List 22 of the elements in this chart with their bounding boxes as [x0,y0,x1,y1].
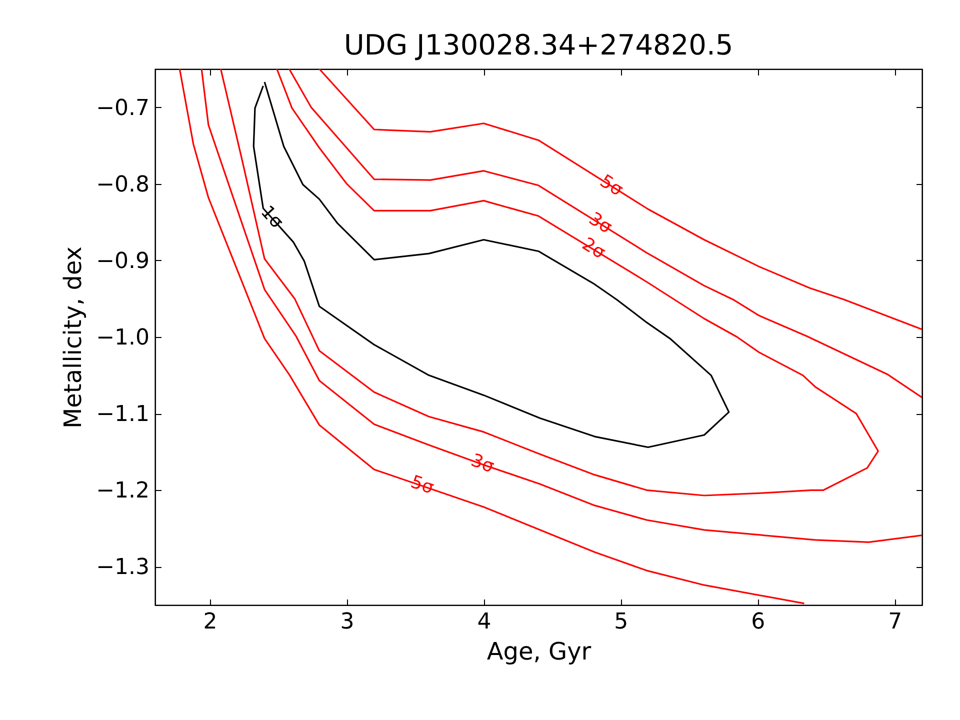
x-tick-label: 4 [477,610,492,634]
x-tick-label: 7 [888,610,902,634]
x-tick-label: 2 [203,610,218,634]
x-axis-title: Age, Gyr [486,638,592,666]
line-series [252,81,730,448]
line-series [220,69,879,496]
y-tick-label: −1.1 [96,402,150,428]
y-tick-label: −1.0 [96,326,150,350]
line-series [318,69,922,330]
y-tick-label: −0.7 [96,96,150,121]
y-axis-title: Metallicity, dex [59,246,88,429]
line-series [288,69,922,398]
chart-title: UDG J130028.34+274820.5 [344,28,734,62]
y-tick-label: −0.9 [96,248,150,274]
x-tick-label: 6 [751,610,766,634]
line-series [178,69,806,604]
x-tick-label: 5 [614,610,628,634]
line-series [200,69,922,544]
x-tick-label: 3 [340,610,354,634]
y-tick-label: −0.8 [96,172,150,198]
y-tick-label: −1.2 [96,478,150,504]
y-tick-label: −1.3 [96,555,150,580]
